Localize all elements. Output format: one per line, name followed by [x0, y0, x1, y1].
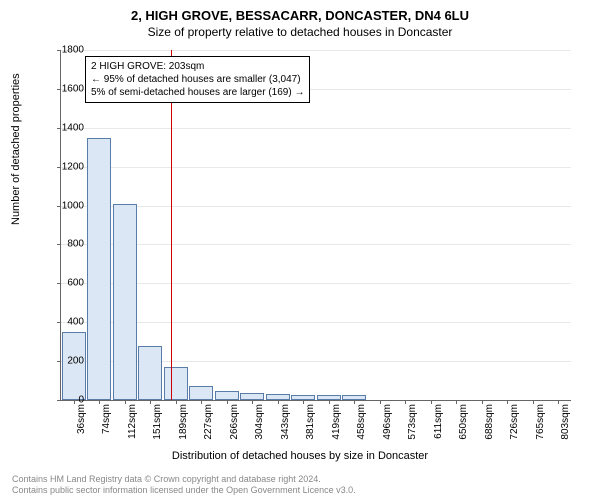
y-axis-label: Number of detached properties	[10, 73, 22, 225]
gridline	[61, 128, 571, 129]
xtick-label: 765sqm	[535, 404, 546, 454]
histogram-bar	[113, 204, 137, 400]
xtick-mark	[329, 400, 330, 404]
histogram-bar	[189, 386, 213, 400]
histogram-bar	[87, 138, 111, 401]
xtick-label: 803sqm	[560, 404, 571, 454]
xtick-label: 266sqm	[229, 404, 240, 454]
title-main: 2, HIGH GROVE, BESSACARR, DONCASTER, DN4…	[0, 0, 600, 23]
ytick-label: 1800	[44, 45, 84, 56]
xtick-label: 36sqm	[76, 404, 87, 454]
ytick-label: 200	[44, 356, 84, 367]
annotation-line: 2 HIGH GROVE: 203sqm	[91, 60, 304, 73]
xtick-label: 458sqm	[356, 404, 367, 454]
title-sub: Size of property relative to detached ho…	[0, 23, 600, 39]
footer-line2: Contains public sector information licen…	[12, 485, 356, 496]
xtick-label: 726sqm	[509, 404, 520, 454]
ytick-label: 1200	[44, 161, 84, 172]
gridline	[61, 50, 571, 51]
xtick-mark	[380, 400, 381, 404]
ytick-label: 1600	[44, 83, 84, 94]
plot-area: 2 HIGH GROVE: 203sqm← 95% of detached ho…	[60, 50, 571, 401]
gridline	[61, 167, 571, 168]
xtick-mark	[176, 400, 177, 404]
histogram-bar	[164, 367, 188, 400]
ytick-label: 1400	[44, 122, 84, 133]
xtick-label: 112sqm	[127, 404, 138, 454]
xtick-label: 573sqm	[407, 404, 418, 454]
xtick-mark	[278, 400, 279, 404]
ytick-label: 600	[44, 278, 84, 289]
xtick-label: 189sqm	[178, 404, 189, 454]
gridline	[61, 283, 571, 284]
gridline	[61, 244, 571, 245]
gridline	[61, 322, 571, 323]
xtick-mark	[533, 400, 534, 404]
histogram-bar	[215, 391, 239, 400]
annotation-box: 2 HIGH GROVE: 203sqm← 95% of detached ho…	[85, 56, 310, 103]
chart-container: 2, HIGH GROVE, BESSACARR, DONCASTER, DN4…	[0, 0, 600, 500]
xtick-label: 304sqm	[254, 404, 265, 454]
xtick-label: 650sqm	[458, 404, 469, 454]
ytick-label: 800	[44, 239, 84, 250]
xtick-label: 381sqm	[305, 404, 316, 454]
xtick-label: 419sqm	[331, 404, 342, 454]
xtick-label: 611sqm	[433, 404, 444, 454]
footer-line1: Contains HM Land Registry data © Crown c…	[12, 474, 356, 485]
xtick-label: 688sqm	[484, 404, 495, 454]
xtick-label: 74sqm	[101, 404, 112, 454]
annotation-line: 5% of semi-detached houses are larger (1…	[91, 86, 304, 99]
histogram-bar	[240, 393, 264, 400]
xtick-label: 227sqm	[203, 404, 214, 454]
xtick-mark	[482, 400, 483, 404]
xtick-label: 151sqm	[152, 404, 163, 454]
xtick-mark	[431, 400, 432, 404]
xtick-mark	[227, 400, 228, 404]
histogram-bar	[138, 346, 162, 400]
ytick-label: 1000	[44, 200, 84, 211]
gridline	[61, 206, 571, 207]
xtick-label: 496sqm	[382, 404, 393, 454]
annotation-line: ← 95% of detached houses are smaller (3,…	[91, 73, 304, 86]
footer-attribution: Contains HM Land Registry data © Crown c…	[12, 474, 356, 496]
xtick-mark	[125, 400, 126, 404]
ytick-label: 400	[44, 317, 84, 328]
xtick-label: 343sqm	[280, 404, 291, 454]
